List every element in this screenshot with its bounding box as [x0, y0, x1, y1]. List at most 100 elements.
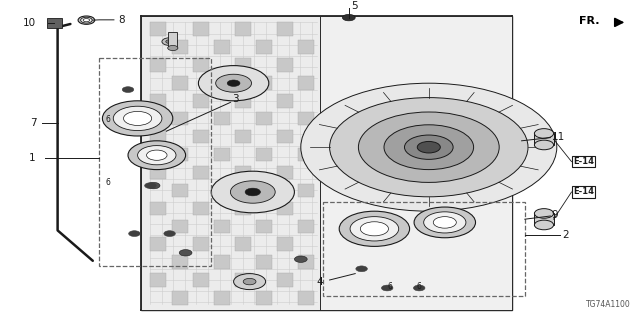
Bar — [214, 255, 230, 269]
Bar — [47, 18, 62, 28]
Bar — [298, 148, 314, 161]
Text: 9: 9 — [552, 210, 558, 220]
Circle shape — [358, 112, 499, 182]
Bar — [214, 148, 230, 161]
Circle shape — [198, 66, 269, 101]
Bar — [277, 166, 293, 179]
Bar — [298, 220, 314, 233]
Circle shape — [166, 40, 173, 44]
Circle shape — [356, 266, 367, 272]
Circle shape — [404, 135, 453, 159]
Bar — [172, 184, 188, 197]
Bar — [193, 166, 209, 179]
Bar — [534, 213, 554, 225]
Bar — [298, 76, 314, 90]
Circle shape — [162, 38, 177, 45]
Circle shape — [301, 83, 557, 211]
Text: E-14: E-14 — [573, 157, 594, 166]
Bar — [235, 130, 251, 143]
Polygon shape — [320, 16, 512, 310]
Bar — [99, 58, 211, 266]
Circle shape — [414, 207, 476, 238]
Circle shape — [138, 146, 176, 165]
Bar — [323, 202, 525, 296]
Circle shape — [83, 19, 90, 22]
Text: 2: 2 — [562, 230, 568, 240]
Bar — [534, 133, 554, 145]
Circle shape — [78, 16, 95, 24]
Bar — [150, 202, 166, 215]
Bar — [298, 255, 314, 269]
Bar — [235, 202, 251, 215]
Bar — [193, 130, 209, 143]
Bar — [172, 112, 188, 125]
Circle shape — [330, 98, 528, 197]
Circle shape — [113, 106, 162, 131]
Bar — [235, 22, 251, 36]
Circle shape — [147, 150, 167, 160]
Circle shape — [534, 140, 554, 150]
Bar — [277, 58, 293, 72]
Bar — [193, 202, 209, 215]
Bar — [256, 148, 272, 161]
Circle shape — [417, 141, 440, 153]
Text: FR.: FR. — [579, 16, 600, 26]
Bar — [277, 202, 293, 215]
Bar — [235, 94, 251, 108]
Circle shape — [102, 101, 173, 136]
Bar — [150, 237, 166, 251]
Bar — [256, 291, 272, 305]
Bar — [172, 220, 188, 233]
Circle shape — [230, 181, 275, 203]
Text: 7: 7 — [31, 118, 37, 128]
Text: 4: 4 — [317, 277, 323, 287]
Bar — [172, 148, 188, 161]
Bar — [214, 184, 230, 197]
Circle shape — [129, 231, 140, 236]
Circle shape — [179, 250, 192, 256]
Circle shape — [424, 212, 466, 233]
Text: 5: 5 — [351, 1, 357, 11]
Circle shape — [227, 80, 240, 86]
Bar — [256, 184, 272, 197]
Bar — [235, 273, 251, 287]
Circle shape — [168, 45, 178, 51]
Circle shape — [433, 217, 456, 228]
Circle shape — [234, 274, 266, 290]
Bar — [298, 291, 314, 305]
Bar — [235, 237, 251, 251]
Bar — [214, 76, 230, 90]
Bar — [150, 58, 166, 72]
Bar — [298, 112, 314, 125]
Bar — [193, 58, 209, 72]
Bar — [193, 273, 209, 287]
Bar — [150, 22, 166, 36]
Text: 8: 8 — [118, 15, 125, 25]
Text: 6: 6 — [417, 282, 422, 291]
Circle shape — [294, 256, 307, 262]
Circle shape — [81, 17, 92, 23]
Circle shape — [216, 74, 252, 92]
Circle shape — [342, 14, 355, 21]
Bar — [256, 112, 272, 125]
Text: 10: 10 — [22, 18, 36, 28]
Text: TG74A1100: TG74A1100 — [586, 300, 630, 309]
Bar — [150, 94, 166, 108]
Bar — [150, 166, 166, 179]
Bar — [235, 166, 251, 179]
Circle shape — [534, 129, 554, 138]
Bar — [150, 273, 166, 287]
Bar — [277, 22, 293, 36]
Text: 6: 6 — [105, 116, 110, 124]
Bar — [168, 32, 177, 48]
Bar — [277, 273, 293, 287]
Circle shape — [147, 182, 160, 189]
Text: 6: 6 — [388, 282, 393, 291]
Circle shape — [339, 211, 410, 246]
Circle shape — [384, 125, 474, 170]
Bar — [193, 237, 209, 251]
Circle shape — [245, 188, 260, 196]
Polygon shape — [141, 16, 320, 310]
Bar — [214, 220, 230, 233]
Circle shape — [128, 141, 186, 170]
